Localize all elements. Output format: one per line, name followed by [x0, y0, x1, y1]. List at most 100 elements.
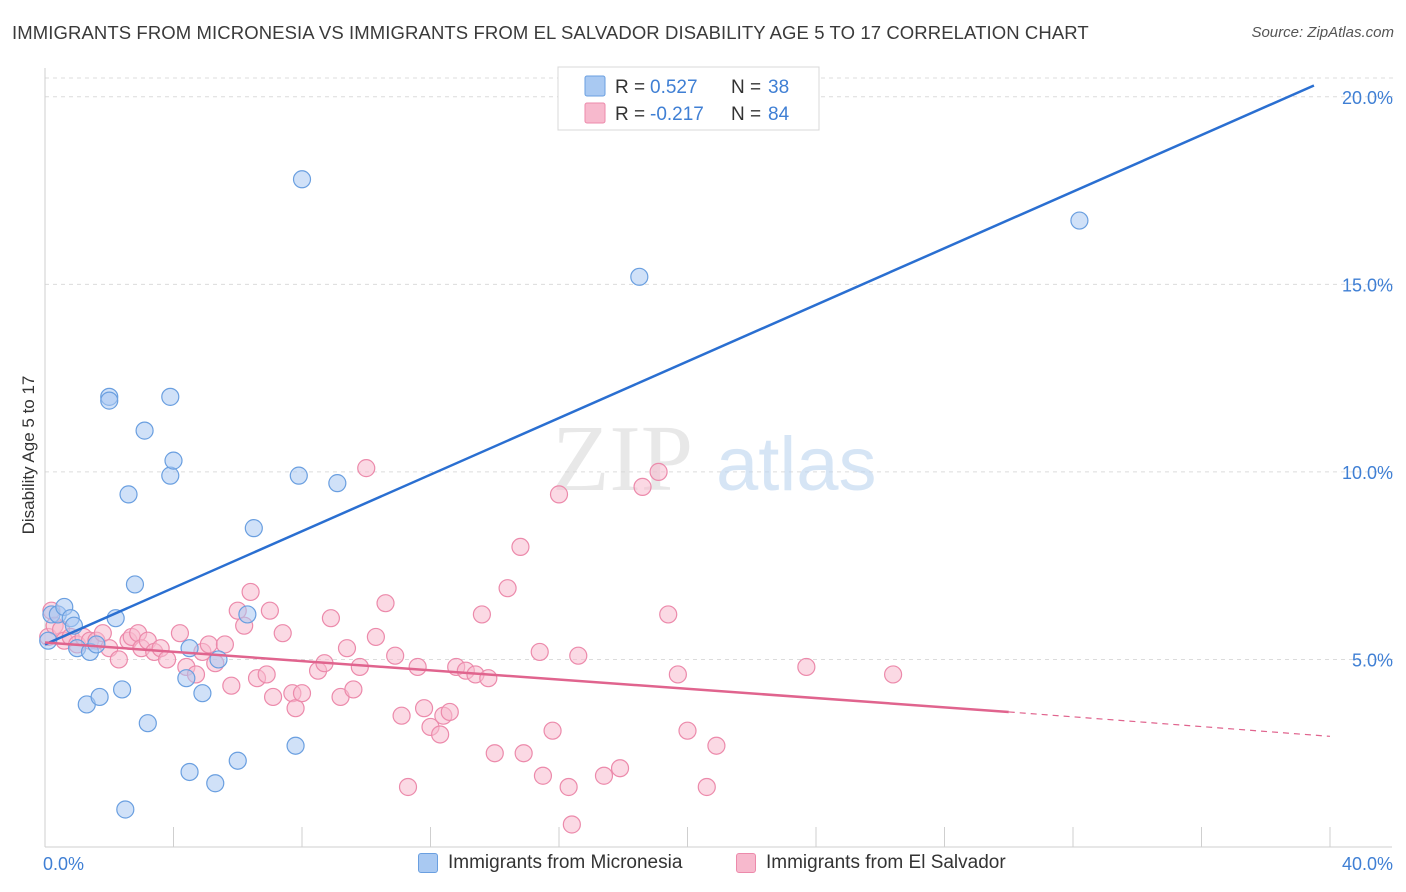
watermark: ZIP atlas — [552, 407, 877, 511]
elsalvador-point — [543, 721, 562, 740]
micronesia-trend-line — [44, 84, 1315, 646]
micronesia-point — [90, 687, 109, 707]
elsalvador-point — [292, 684, 312, 703]
elsalvador-point — [273, 624, 292, 643]
legend-n-label: N = — [731, 77, 761, 98]
micronesia-point — [206, 774, 225, 793]
micronesia-point — [161, 387, 180, 406]
elsalvador-point — [610, 759, 630, 778]
elsalvador-point — [549, 485, 569, 504]
elsalvador-point — [533, 766, 553, 785]
elsalvador-point — [398, 777, 418, 797]
micronesia-point — [135, 421, 154, 440]
elsalvador-point — [392, 706, 411, 725]
legend-item-elsalvador: Immigrants from El Salvador — [736, 852, 1006, 874]
elsalvador-point — [562, 815, 581, 834]
source-label: Source: ZipAtlas.com — [1251, 24, 1394, 41]
legend-n-value: 84 — [768, 104, 790, 125]
micronesia-point — [193, 684, 212, 703]
micronesia-point — [289, 466, 308, 485]
elsalvador-point — [498, 579, 517, 598]
legend-n-label: N = — [731, 104, 761, 125]
micronesia-point — [112, 680, 132, 699]
axes — [44, 68, 1392, 848]
elsalvador-point — [431, 725, 450, 744]
elsalvador-point — [479, 669, 498, 688]
elsalvador-point — [414, 699, 434, 718]
x-tick-label: 40.0% — [1342, 854, 1393, 874]
micronesia-point — [161, 466, 180, 485]
micronesia-point — [180, 762, 199, 782]
elsalvador-point — [659, 605, 678, 624]
legend-swatch-elsalvador — [736, 853, 756, 873]
y-axis-label: Disability Age 5 to 17 — [19, 376, 38, 535]
micronesia-point — [292, 170, 312, 189]
elsalvador-point — [199, 635, 218, 654]
elsalvador-points — [39, 459, 903, 834]
micronesia-point — [125, 575, 145, 594]
y-tick-label: 20.0% — [1342, 88, 1393, 108]
legend-item-micronesia: Immigrants from Micronesia — [418, 852, 682, 874]
elsalvador-point — [649, 462, 668, 481]
micronesia-point — [328, 474, 347, 493]
elsalvador-point — [594, 766, 614, 785]
micronesia-point — [244, 519, 263, 538]
tick-labels: 5.0% 10.0% 15.0% 20.0% 0.0% 40.0% — [43, 88, 1393, 874]
watermark-zip: ZIP — [552, 407, 693, 511]
correlation-legend: R = 0.527 N = 38 R = -0.217 N = 84 — [557, 66, 820, 131]
watermark-atlas: atlas — [716, 422, 877, 507]
bottom-legend: Immigrants from Micronesia Immigrants fr… — [0, 852, 1406, 878]
legend-r-label: R = — [615, 104, 645, 125]
micronesia-point — [630, 267, 649, 286]
y-tick-label: 15.0% — [1342, 275, 1393, 295]
elsalvador-point — [241, 582, 260, 602]
elsalvador-point — [485, 744, 504, 763]
elsalvador-point — [569, 646, 588, 665]
elsalvador-point — [344, 680, 363, 699]
legend-r-value: -0.217 — [650, 104, 704, 125]
elsalvador-trend-extension — [1008, 711, 1331, 737]
elsalvador-point — [707, 736, 726, 755]
elsalvador-point — [257, 665, 276, 684]
elsalvador-point — [697, 777, 716, 797]
micronesia-point — [286, 736, 305, 755]
elsalvador-point — [514, 744, 533, 763]
legend-label-micronesia: Immigrants from Micronesia — [448, 852, 683, 873]
legend-n-value: 38 — [768, 77, 789, 98]
legend-swatch-micronesia — [584, 75, 606, 97]
elsalvador-point — [559, 777, 578, 797]
micronesia-point — [138, 714, 157, 733]
elsalvador-point — [222, 676, 241, 695]
elsalvador-point — [472, 605, 491, 624]
legend-r-value: 0.527 — [650, 77, 698, 98]
elsalvador-point — [321, 609, 341, 628]
elsalvador-point — [286, 699, 305, 718]
elsalvador-point — [511, 537, 530, 557]
legend-swatch-elsalvador — [584, 102, 606, 124]
elsalvador-point — [263, 687, 283, 707]
y-tick-label: 5.0% — [1352, 650, 1393, 670]
elsalvador-point — [883, 665, 903, 684]
elsalvador-point — [260, 601, 279, 620]
micronesia-point — [119, 485, 138, 504]
legend-r-label: R = — [615, 77, 645, 98]
grid-lines — [45, 77, 1395, 660]
elsalvador-point — [530, 642, 549, 662]
y-tick-label: 10.0% — [1342, 463, 1393, 483]
elsalvador-point — [366, 627, 385, 647]
elsalvador-point — [668, 665, 687, 684]
elsalvador-point — [350, 657, 369, 677]
elsalvador-trend-line — [44, 641, 1009, 714]
elsalvador-point — [157, 650, 177, 669]
elsalvador-point — [633, 477, 652, 496]
elsalvador-point — [440, 702, 459, 722]
legend-swatch-micronesia — [418, 853, 438, 873]
elsalvador-point — [408, 657, 427, 677]
elsalvador-point — [797, 657, 816, 677]
micronesia-point — [1070, 211, 1089, 230]
elsalvador-point — [170, 624, 190, 643]
micronesia-point — [39, 631, 58, 650]
elsalvador-point — [337, 639, 357, 658]
chart-title: IMMIGRANTS FROM MICRONESIA VS IMMIGRANTS… — [12, 22, 1089, 43]
